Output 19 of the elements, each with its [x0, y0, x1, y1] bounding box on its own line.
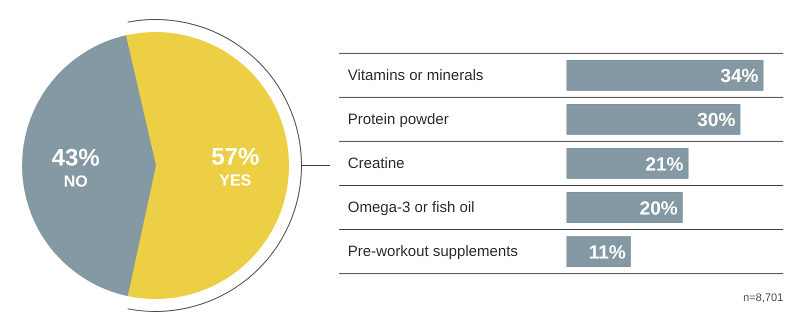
data-label: 34% [720, 66, 759, 88]
bar [566, 60, 764, 91]
data-label: 21% [645, 154, 684, 176]
bar [566, 192, 683, 223]
data-label: 43% [52, 144, 100, 172]
y-tick-label: Pre-workout supplements [348, 243, 518, 260]
data-label: 20% [640, 198, 678, 220]
y-tick-label: Creatine [348, 154, 405, 172]
y-tick-label: Omega-3 or fish oil [348, 199, 475, 216]
data-label: 30% [697, 110, 736, 132]
data-label: 57% [211, 143, 260, 170]
text: n=8,701 [743, 292, 784, 304]
y-tick-label: Vitamins or minerals [348, 66, 484, 84]
data-label: 11% [588, 242, 626, 264]
bar [566, 104, 740, 135]
y-tick-label: Protein powder [348, 110, 449, 128]
bar [566, 148, 689, 179]
slice-label: YES [219, 172, 252, 190]
slice-label: NO [64, 174, 88, 191]
